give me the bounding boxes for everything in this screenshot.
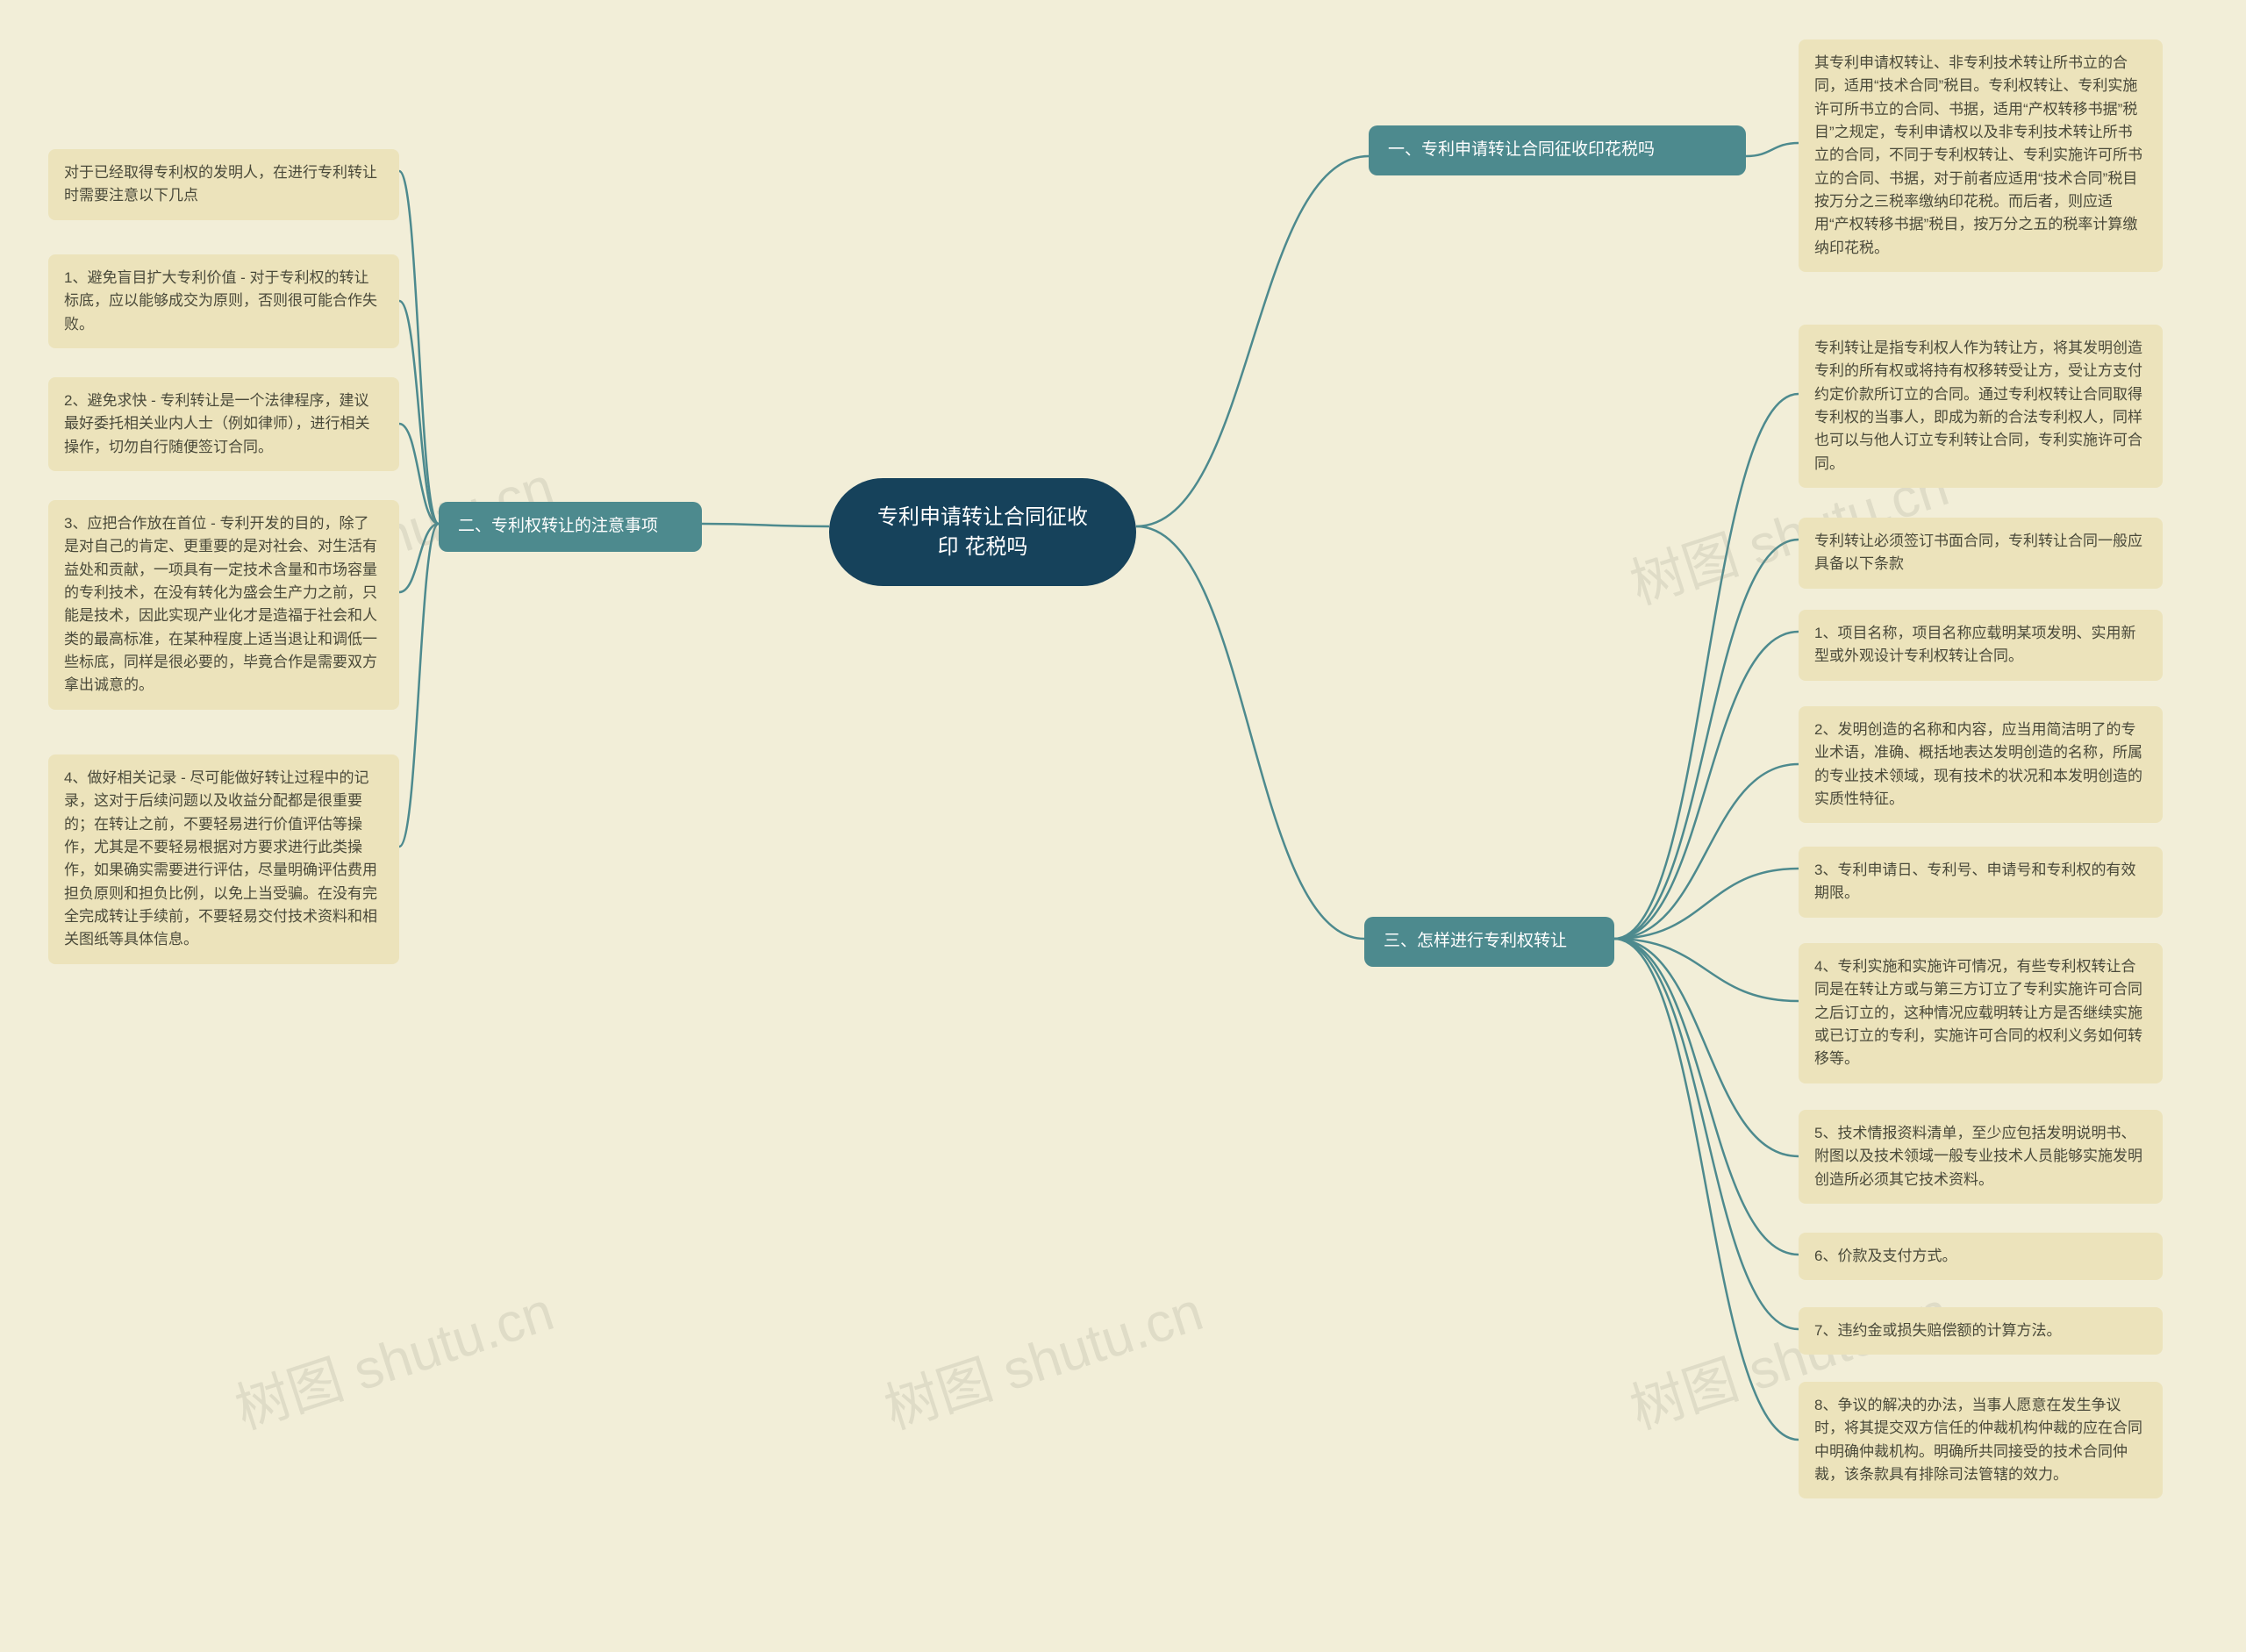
leaf-node: 1、项目名称，项目名称应载明某项发明、实用新型或外观设计专利权转让合同。 (1799, 610, 2163, 681)
connector (399, 424, 439, 524)
connector (1746, 143, 1799, 156)
leaf-node: 8、争议的解决的办法，当事人愿意在发生争议时，将其提交双方信任的仲裁机构仲裁的应… (1799, 1382, 2163, 1498)
leaf-node: 2、发明创造的名称和内容，应当用简洁明了的专业术语，准确、概括地表达发明创造的名… (1799, 706, 2163, 823)
leaf-node: 7、违约金或损失赔偿额的计算方法。 (1799, 1307, 2163, 1355)
leaf-node: 专利转让是指专利权人作为转让方，将其发明创造专利的所有权或将持有权移转受让方，受… (1799, 325, 2163, 488)
watermark: 树图 shutu.cn (873, 1267, 1211, 1444)
connector (1136, 156, 1369, 526)
connector (1136, 526, 1364, 939)
connector (399, 524, 439, 592)
leaf-node: 3、专利申请日、专利号、申请号和专利权的有效期限。 (1799, 847, 2163, 918)
connector (399, 301, 439, 524)
leaf-node: 1、避免盲目扩大专利价值 - 对于专利权的转让标底，应以能够成交为原则，否则很可… (48, 254, 399, 348)
connector (1614, 939, 1799, 1001)
connector (1614, 764, 1799, 939)
branch-node[interactable]: 二、专利权转让的注意事项 (439, 502, 702, 552)
branch-node[interactable]: 三、怎样进行专利权转让 (1364, 917, 1614, 967)
leaf-node: 6、价款及支付方式。 (1799, 1233, 2163, 1280)
leaf-node: 其专利申请权转让、非专利技术转让所书立的合同，适用“技术合同”税目。专利权转让、… (1799, 39, 2163, 272)
connector (702, 524, 829, 526)
connector (1614, 939, 1799, 1440)
leaf-node: 5、技术情报资料清单，至少应包括发明说明书、附图以及技术领域一般专业技术人员能够… (1799, 1110, 2163, 1204)
connector (1614, 632, 1799, 939)
connector (1614, 394, 1799, 939)
center-node[interactable]: 专利申请转让合同征收印 花税吗 (829, 478, 1136, 586)
connector (1614, 939, 1799, 1156)
leaf-node: 4、做好相关记录 - 尽可能做好转让过程中的记录，这对于后续问题以及收益分配都是… (48, 754, 399, 964)
leaf-node: 对于已经取得专利权的发明人，在进行专利转让时需要注意以下几点 (48, 149, 399, 220)
connector (399, 171, 439, 524)
connector (399, 524, 439, 847)
connector (1614, 939, 1799, 1329)
connector (1614, 939, 1799, 1255)
leaf-node: 3、应把合作放在首位 - 专利开发的目的，除了是对自己的肯定、更重要的是对社会、… (48, 500, 399, 710)
branch-node[interactable]: 一、专利申请转让合同征收印花税吗 (1369, 125, 1746, 175)
leaf-node: 4、专利实施和实施许可情况，有些专利权转让合同是在转让方或与第三方订立了专利实施… (1799, 943, 2163, 1083)
connector (1614, 869, 1799, 939)
leaf-node: 2、避免求快 - 专利转让是一个法律程序，建议最好委托相关业内人士（例如律师），… (48, 377, 399, 471)
connector (1614, 540, 1799, 939)
watermark: 树图 shutu.cn (224, 1267, 562, 1444)
leaf-node: 专利转让必须签订书面合同，专利转让合同一般应具备以下条款 (1799, 518, 2163, 589)
